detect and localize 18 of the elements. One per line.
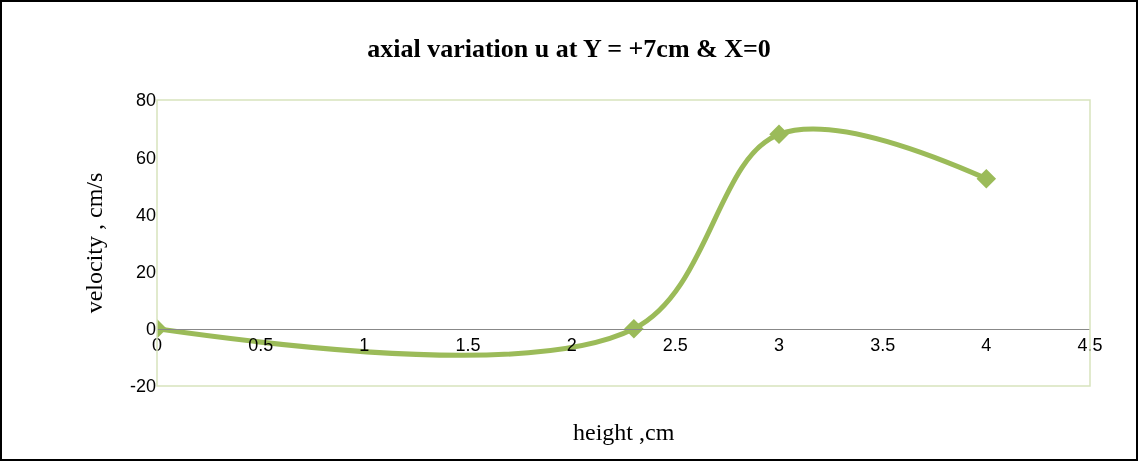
x-tick-label: 2 — [566, 335, 577, 356]
x-tick-label: 1.5 — [455, 335, 481, 356]
y-tick-label: 40 — [135, 204, 156, 225]
x-tick-label: 3.5 — [870, 335, 896, 356]
y-axis-title: velocity , cm/s — [81, 172, 108, 314]
y-tick-label: 20 — [135, 261, 156, 282]
x-axis-title: height ,cm — [573, 419, 675, 445]
x-tick-label: 2.5 — [662, 335, 688, 356]
x-tick-label: 4.5 — [1077, 335, 1103, 356]
point — [976, 168, 997, 189]
chart-title: axial variation u at Y = +7cm & X=0 — [367, 33, 771, 63]
x-tick-label: 4 — [981, 335, 992, 356]
x-tick-label: 3 — [773, 335, 785, 356]
y-tick-label: 80 — [135, 90, 156, 111]
y-tick-label: -20 — [129, 376, 156, 397]
y-tick-label: 60 — [135, 147, 156, 168]
point — [624, 319, 644, 339]
point — [769, 124, 789, 145]
